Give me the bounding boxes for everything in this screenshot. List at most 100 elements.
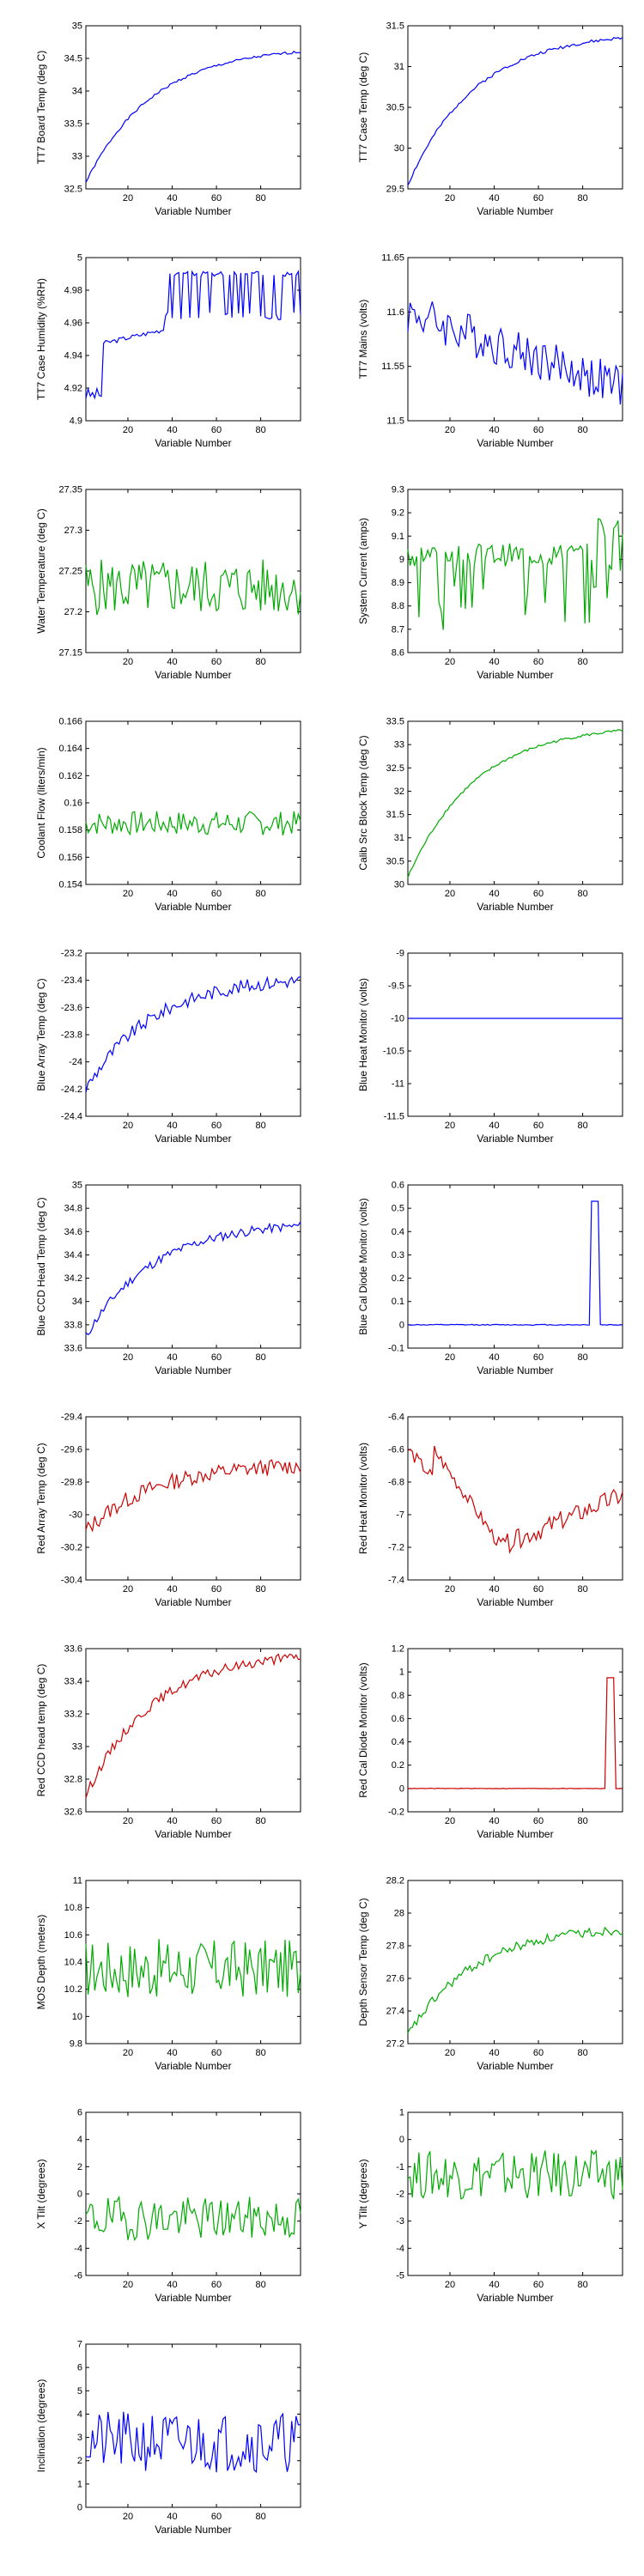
x-tick-label: 80 xyxy=(255,1584,265,1595)
y-tick-label: -9.5 xyxy=(388,981,404,992)
x-tick-label: 40 xyxy=(489,889,499,899)
y-axis-label: Inclination (degrees) xyxy=(35,2379,47,2473)
y-tick-label: 9.3 xyxy=(392,485,404,495)
y-tick-label: 0 xyxy=(77,2503,82,2513)
y-tick-label: 34.8 xyxy=(64,1204,82,1214)
x-tick-label: 60 xyxy=(533,425,544,435)
y-tick-label: 9.1 xyxy=(392,532,404,542)
y-tick-label: 0.166 xyxy=(58,717,82,727)
y-tick-label: 0.2 xyxy=(392,1273,404,1284)
y-tick-label: 1 xyxy=(399,2108,404,2118)
y-tick-label: 32.5 xyxy=(386,763,404,774)
y-tick-label: 32 xyxy=(394,787,404,797)
y-tick-label: 33.6 xyxy=(64,1344,82,1354)
y-tick-label: 33 xyxy=(394,740,404,750)
y-tick-label: 11.5 xyxy=(386,416,404,427)
plot-area xyxy=(85,1648,301,1813)
x-tick-label: 80 xyxy=(255,2512,265,2522)
y-tick-label: 0.5 xyxy=(392,1204,404,1214)
y-tick-label: -6.8 xyxy=(388,1478,404,1488)
y-tick-label: 27.2 xyxy=(64,607,82,617)
y-tick-label: 9.8 xyxy=(70,2039,82,2050)
series-line xyxy=(85,1653,301,1799)
x-axis-label: Variable Number xyxy=(477,1364,553,1376)
y-axis-label: Y Tilt (degrees) xyxy=(357,2159,369,2228)
x-axis-label: Variable Number xyxy=(477,669,553,681)
y-tick-label: 10.4 xyxy=(64,1958,82,1968)
y-axis-label: Red Cal Diode Monitor (volts) xyxy=(357,1662,369,1797)
y-tick-label: 0.158 xyxy=(58,825,82,835)
y-tick-label: -30.2 xyxy=(61,1543,82,1553)
x-axis-label: Variable Number xyxy=(155,437,231,449)
y-tick-label: 1 xyxy=(399,1668,404,1678)
series-line xyxy=(85,975,301,1093)
y-tick-label: 34 xyxy=(72,87,82,97)
plot-area xyxy=(85,25,301,190)
y-tick-label: 7 xyxy=(77,2340,82,2350)
x-tick-label: 20 xyxy=(123,193,133,204)
y-tick-label: 27.3 xyxy=(64,526,82,536)
series-line xyxy=(407,1677,623,1789)
y-tick-label: -2 xyxy=(396,2190,404,2200)
x-tick-label: 40 xyxy=(167,1121,177,1131)
x-tick-label: 20 xyxy=(123,889,133,899)
x-tick-label: 80 xyxy=(255,193,265,204)
x-axis-label: Variable Number xyxy=(477,1133,553,1145)
y-tick-label: -23.8 xyxy=(61,1030,82,1041)
y-tick-label: 0.8 xyxy=(392,1691,404,1701)
y-tick-label: 3 xyxy=(77,2433,82,2443)
plot-area xyxy=(85,1880,301,2044)
x-tick-label: 80 xyxy=(255,1352,265,1363)
y-tick-label: -6.6 xyxy=(388,1445,404,1455)
x-tick-label: 60 xyxy=(211,425,222,435)
x-axis-label: Variable Number xyxy=(155,2292,231,2304)
plot-area xyxy=(407,489,623,653)
x-tick-label: 60 xyxy=(533,1121,544,1131)
y-tick-label: -23.6 xyxy=(61,1003,82,1013)
x-tick-label: 20 xyxy=(445,425,455,435)
x-tick-label: 40 xyxy=(489,1584,499,1595)
y-tick-label: 0.4 xyxy=(392,1227,404,1237)
x-tick-label: 60 xyxy=(211,2048,222,2058)
series-line xyxy=(85,2195,301,2241)
y-axis-label: MOS Depth (meters) xyxy=(35,1915,47,2010)
y-tick-label: -1 xyxy=(396,2162,404,2172)
series-line xyxy=(407,1200,623,1327)
chart-panel-13: -30.4 -30.2 -30 -29.8 -29.6 -29.4 20 40 60 80 Vari… xyxy=(35,1413,301,1608)
y-tick-label: 28.2 xyxy=(386,1876,404,1886)
y-tick-label: 0.162 xyxy=(58,771,82,781)
y-tick-label: 4 xyxy=(77,2135,82,2145)
x-tick-label: 40 xyxy=(167,2512,177,2522)
x-tick-label: 20 xyxy=(123,2280,133,2290)
y-tick-label: -11.5 xyxy=(384,1112,404,1122)
y-tick-label: 8.9 xyxy=(392,578,404,588)
y-axis-label: TT7 Case Humidity (%RH) xyxy=(35,278,47,400)
y-axis-label: Depth Sensor Temp (deg C) xyxy=(357,1898,369,2026)
y-tick-label: -30.4 xyxy=(61,1576,82,1586)
x-tick-label: 20 xyxy=(123,2048,133,2058)
x-tick-label: 80 xyxy=(577,657,587,667)
y-tick-label: 0 xyxy=(77,2190,82,2200)
y-tick-label: -9 xyxy=(396,949,404,959)
x-tick-label: 20 xyxy=(445,2280,455,2290)
x-tick-label: 40 xyxy=(167,2280,177,2290)
x-tick-label: 80 xyxy=(255,1816,265,1826)
chart-panel-9: -24.4 -24.2 -24 -23.8 -23.6 -23.4 -23.2 20 40 60 8… xyxy=(35,949,301,1145)
y-tick-label: 32.8 xyxy=(64,1775,82,1785)
y-tick-label: -23.2 xyxy=(61,949,82,959)
chart-panel-15: 32.6 32.8 33 33.2 33.4 33.6 20 40 60 80 Variable N… xyxy=(35,1644,301,1840)
y-tick-label: 33.6 xyxy=(64,1644,82,1655)
chart-panel-21: 0 1 2 3 4 5 6 7 20 40 60 80 Variable Number Inclinati… xyxy=(35,2340,301,2536)
chart-panel-3: 4.9 4.92 4.94 4.96 4.98 5 20 40 60 80 Variable Num… xyxy=(35,253,301,449)
series-line xyxy=(407,1445,623,1554)
x-tick-label: 60 xyxy=(211,1121,222,1131)
y-tick-label: 4.98 xyxy=(64,286,82,296)
y-axis-label: Red Array Temp (deg C) xyxy=(35,1443,47,1553)
y-tick-label: 10.8 xyxy=(64,1903,82,1913)
series-line xyxy=(407,37,623,185)
y-axis-label: X Tilt (degrees) xyxy=(35,2159,47,2228)
y-tick-label: 27.4 xyxy=(386,2007,404,2017)
chart-panel-12: -0.1 0 0.1 0.2 0.3 0.4 0.5 0.6 20 40 60 80 Variable … xyxy=(357,1181,623,1376)
x-tick-label: 40 xyxy=(489,657,499,667)
